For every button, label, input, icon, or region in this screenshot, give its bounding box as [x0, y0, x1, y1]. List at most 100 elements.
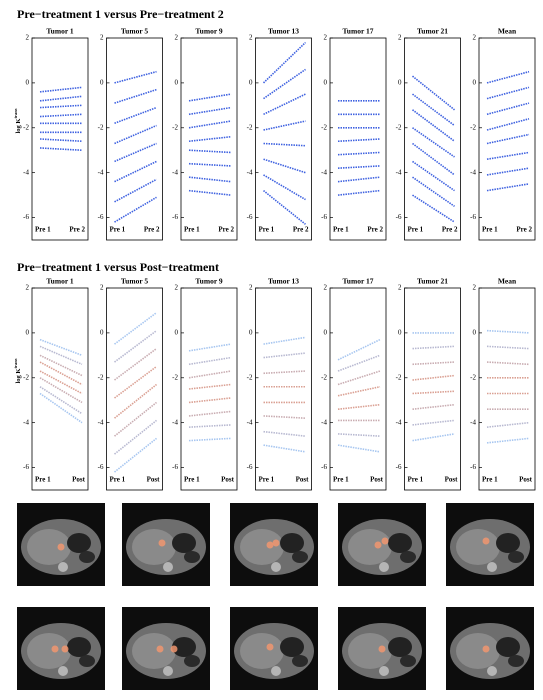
tumor-overlay — [156, 645, 164, 653]
slope-line — [188, 93, 232, 102]
y-tick-label: -4 — [247, 168, 253, 176]
tumor-overlay — [272, 539, 280, 547]
mri-organ — [388, 637, 412, 657]
y-axis-label-sup: trans — [13, 108, 18, 118]
slope-line — [114, 330, 157, 363]
slope-line — [263, 415, 306, 419]
slope-line — [188, 383, 232, 390]
slope-line — [337, 403, 381, 410]
panel-title: Tumor 21 — [417, 27, 448, 36]
slope-line — [337, 165, 381, 169]
slope-line — [486, 102, 530, 116]
x-category-label: Post — [221, 476, 235, 484]
x-category-label: Pre 2 — [516, 226, 532, 234]
y-tick-label: 2 — [249, 284, 253, 292]
mri-organ — [292, 655, 308, 667]
mri-liver — [27, 633, 71, 669]
slope-line — [114, 160, 157, 183]
y-tick-label: 2 — [324, 284, 328, 292]
slope-line — [39, 377, 83, 404]
y-tick-label: -4 — [470, 168, 476, 176]
mri-spine — [163, 562, 173, 572]
slope-line — [263, 430, 306, 437]
x-category-label: Pre 1 — [259, 476, 275, 484]
x-category-label: Pre 1 — [110, 476, 126, 484]
y-tick-label: 0 — [26, 78, 30, 86]
y-tick-label: -6 — [470, 213, 476, 221]
x-category-label: Pre 1 — [408, 226, 424, 234]
slope-line — [188, 149, 232, 154]
y-tick-label: -4 — [396, 418, 402, 426]
mri-organ — [172, 637, 196, 657]
panel-frame — [31, 287, 89, 491]
mri-organ — [79, 655, 95, 667]
slope-line — [412, 419, 455, 426]
tumor-overlay — [61, 645, 69, 653]
mri-image — [17, 607, 105, 690]
y-tick-label: 0 — [324, 78, 328, 86]
panel-frame — [404, 287, 461, 491]
slope-line — [188, 120, 232, 129]
slope-line — [188, 437, 232, 442]
panel-frame — [31, 37, 89, 241]
slope-line — [412, 109, 455, 142]
panel-frame — [106, 37, 163, 241]
x-category-label: Post — [370, 476, 384, 484]
mri-spine — [379, 562, 389, 572]
mri-liver — [132, 529, 176, 565]
slope-line — [337, 138, 381, 143]
panel-title: Tumor 1 — [46, 277, 74, 286]
mri-spine — [58, 562, 68, 572]
x-category-label: Pre 2 — [144, 226, 160, 234]
mri-spine — [163, 666, 173, 676]
y-tick-label: 0 — [324, 328, 328, 336]
y-tick-label: -2 — [172, 123, 178, 131]
slope-line — [114, 312, 157, 345]
y-tick-label: -6 — [23, 213, 29, 221]
y-tick-label: -2 — [396, 123, 402, 131]
panel-frame — [180, 287, 238, 491]
y-tick-label: 2 — [473, 34, 477, 42]
slope-line — [412, 93, 455, 127]
panel-frame — [478, 37, 536, 241]
y-tick-label: 0 — [100, 78, 104, 86]
slope-line — [412, 176, 455, 207]
y-tick-label: 2 — [100, 34, 104, 42]
y-tick-label: 0 — [249, 78, 253, 86]
y-tick-label: -4 — [321, 418, 327, 426]
slope-line — [263, 142, 306, 147]
y-tick-label: 0 — [249, 328, 253, 336]
x-category-label: Post — [296, 476, 310, 484]
tumor-overlay — [378, 645, 386, 653]
mri-liver — [348, 633, 392, 669]
slope-line — [263, 174, 306, 201]
slope-line — [114, 124, 157, 145]
mri-liver — [240, 633, 284, 669]
y-tick-label: 2 — [398, 284, 402, 292]
y-tick-label: -6 — [470, 463, 476, 471]
slope-line — [39, 138, 83, 143]
x-category-label: Pre 1 — [184, 226, 200, 234]
slope-line — [337, 189, 381, 196]
slope-line — [337, 176, 381, 183]
slope-line — [263, 93, 306, 116]
mri-organ — [508, 551, 524, 563]
y-tick-label: -2 — [98, 123, 104, 131]
slope-line — [337, 433, 381, 437]
y-tick-label: -6 — [247, 463, 253, 471]
slope-line — [263, 68, 306, 100]
y-tick-label: -2 — [470, 373, 476, 381]
slope-line — [486, 86, 530, 100]
slope-line — [113, 401, 158, 437]
y-tick-label: -6 — [321, 463, 327, 471]
x-category-label: Pre 1 — [184, 476, 200, 484]
y-tick-label: -6 — [396, 213, 402, 221]
mri-liver — [348, 529, 392, 565]
x-category-label: Post — [445, 476, 459, 484]
y-tick-label: -6 — [321, 213, 327, 221]
slope-line — [39, 392, 83, 424]
mri-organ — [508, 655, 524, 667]
slope-line — [39, 345, 83, 366]
panel-title: Tumor 13 — [268, 277, 299, 286]
